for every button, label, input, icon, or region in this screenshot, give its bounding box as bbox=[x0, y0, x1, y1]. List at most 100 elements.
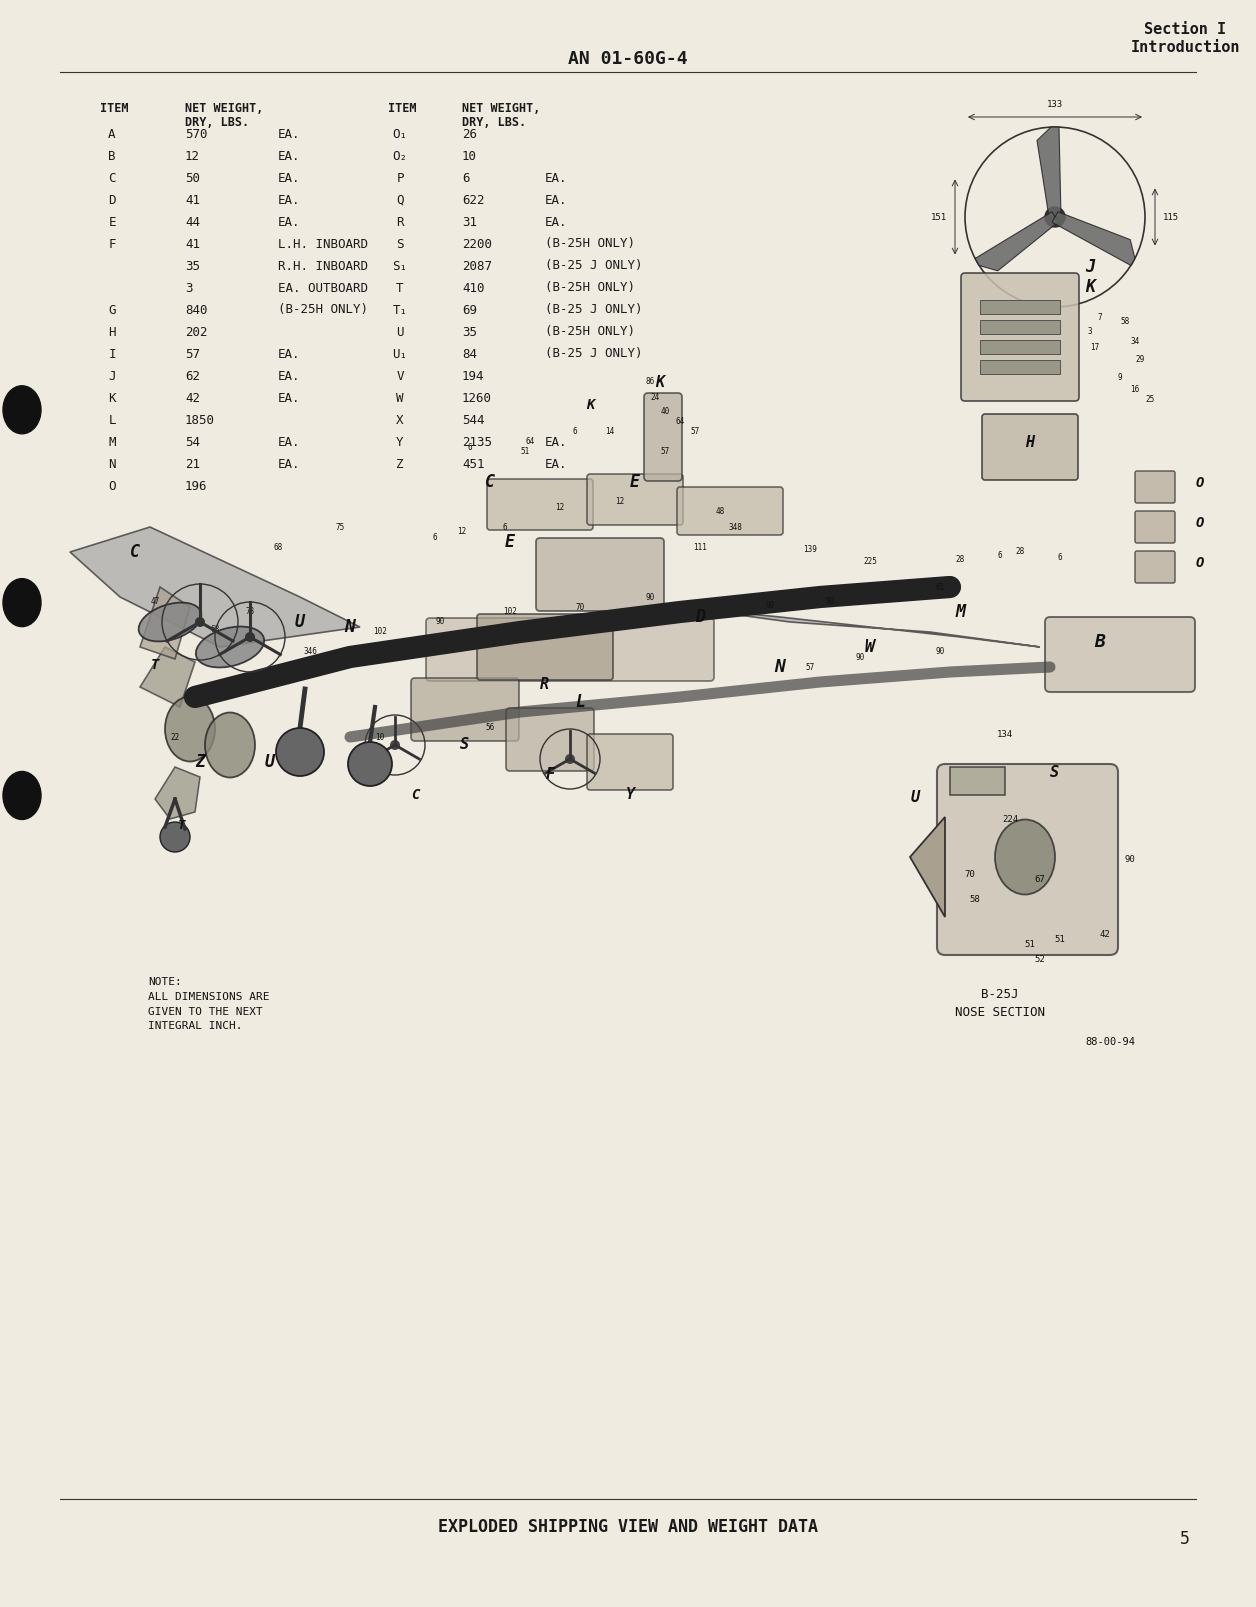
FancyBboxPatch shape bbox=[644, 394, 682, 480]
Text: 64: 64 bbox=[676, 418, 685, 426]
Text: 28: 28 bbox=[1015, 548, 1025, 556]
Text: O₁: O₁ bbox=[392, 127, 407, 140]
Text: E: E bbox=[505, 534, 515, 551]
Text: 70: 70 bbox=[965, 869, 976, 879]
FancyBboxPatch shape bbox=[1135, 551, 1176, 583]
Text: C: C bbox=[131, 543, 139, 561]
Text: F: F bbox=[545, 767, 555, 783]
Text: 2087: 2087 bbox=[462, 259, 492, 273]
Circle shape bbox=[1045, 207, 1065, 227]
Text: E: E bbox=[631, 472, 641, 492]
Text: (B-25 J ONLY): (B-25 J ONLY) bbox=[545, 304, 643, 317]
Text: R.H. INBOARD: R.H. INBOARD bbox=[278, 259, 368, 273]
Text: (B-25H ONLY): (B-25H ONLY) bbox=[278, 304, 368, 317]
Text: 6: 6 bbox=[467, 442, 472, 452]
Text: 348: 348 bbox=[728, 522, 742, 532]
Text: H: H bbox=[108, 326, 116, 339]
FancyBboxPatch shape bbox=[677, 487, 782, 535]
FancyBboxPatch shape bbox=[982, 415, 1078, 480]
Text: 224: 224 bbox=[1002, 815, 1019, 824]
Text: L: L bbox=[575, 693, 585, 710]
Text: 151: 151 bbox=[931, 212, 947, 222]
Text: 57: 57 bbox=[805, 662, 815, 672]
Text: 73: 73 bbox=[245, 607, 255, 617]
Text: 47: 47 bbox=[151, 598, 160, 606]
Text: 2135: 2135 bbox=[462, 435, 492, 448]
Text: 6: 6 bbox=[573, 427, 578, 437]
Text: V: V bbox=[396, 370, 403, 382]
Text: C: C bbox=[108, 172, 116, 185]
Text: A: A bbox=[108, 127, 116, 140]
Text: 90: 90 bbox=[646, 593, 654, 601]
Circle shape bbox=[160, 823, 190, 852]
Text: 12: 12 bbox=[615, 498, 624, 506]
Text: 90: 90 bbox=[1124, 855, 1135, 865]
Text: C: C bbox=[485, 472, 495, 492]
Text: 346: 346 bbox=[303, 648, 317, 657]
Text: EA.: EA. bbox=[278, 149, 300, 162]
Text: 41: 41 bbox=[185, 193, 200, 207]
Text: B: B bbox=[1094, 633, 1105, 651]
Ellipse shape bbox=[995, 820, 1055, 895]
Polygon shape bbox=[679, 607, 1040, 648]
Circle shape bbox=[565, 754, 575, 763]
Text: EA.: EA. bbox=[278, 347, 300, 360]
Text: 58: 58 bbox=[970, 895, 981, 905]
Text: 840: 840 bbox=[185, 304, 207, 317]
Text: G: G bbox=[108, 304, 116, 317]
Text: (B-25H ONLY): (B-25H ONLY) bbox=[545, 326, 636, 339]
Text: (B-25H ONLY): (B-25H ONLY) bbox=[545, 238, 636, 251]
Text: Introduction: Introduction bbox=[1130, 40, 1240, 55]
Text: 68: 68 bbox=[274, 543, 283, 551]
FancyBboxPatch shape bbox=[477, 614, 613, 680]
Text: 544: 544 bbox=[462, 413, 485, 426]
Text: N: N bbox=[775, 657, 785, 677]
Text: 2200: 2200 bbox=[462, 238, 492, 251]
Text: 51: 51 bbox=[520, 447, 530, 456]
FancyBboxPatch shape bbox=[506, 709, 594, 771]
Text: 35: 35 bbox=[462, 326, 477, 339]
FancyBboxPatch shape bbox=[1135, 471, 1176, 503]
Text: EA.: EA. bbox=[545, 172, 568, 185]
Text: U: U bbox=[265, 754, 275, 771]
Text: 12: 12 bbox=[457, 527, 467, 537]
Text: 14: 14 bbox=[605, 427, 614, 437]
Text: B: B bbox=[108, 149, 116, 162]
Text: 1850: 1850 bbox=[185, 413, 215, 426]
Text: 6: 6 bbox=[1058, 553, 1063, 561]
Text: NET WEIGHT,: NET WEIGHT, bbox=[462, 101, 540, 116]
Text: O: O bbox=[108, 479, 116, 492]
Text: P: P bbox=[396, 172, 403, 185]
Polygon shape bbox=[154, 767, 200, 820]
Text: 194: 194 bbox=[462, 370, 485, 382]
Text: D: D bbox=[695, 607, 705, 627]
Text: 68: 68 bbox=[210, 625, 220, 633]
FancyBboxPatch shape bbox=[937, 763, 1118, 955]
Text: R: R bbox=[396, 215, 403, 228]
Text: 98: 98 bbox=[765, 601, 775, 609]
Text: K: K bbox=[108, 392, 116, 405]
Text: 6: 6 bbox=[432, 532, 437, 542]
Text: 34: 34 bbox=[1130, 337, 1139, 347]
Text: 5: 5 bbox=[1179, 1530, 1189, 1548]
Text: T₁: T₁ bbox=[392, 304, 407, 317]
Bar bbox=[950, 767, 1005, 795]
Text: 40: 40 bbox=[661, 408, 669, 416]
Text: 64: 64 bbox=[525, 437, 535, 447]
Text: 51: 51 bbox=[1055, 935, 1065, 943]
Text: L.H. INBOARD: L.H. INBOARD bbox=[278, 238, 368, 251]
Text: N: N bbox=[344, 619, 355, 636]
Text: K: K bbox=[656, 374, 664, 391]
Bar bbox=[980, 320, 1060, 334]
FancyBboxPatch shape bbox=[487, 479, 593, 530]
Text: U: U bbox=[396, 326, 403, 339]
Text: 202: 202 bbox=[185, 326, 207, 339]
Text: 12: 12 bbox=[555, 503, 565, 511]
Text: 3: 3 bbox=[185, 281, 192, 294]
Text: 111: 111 bbox=[693, 543, 707, 551]
Circle shape bbox=[195, 617, 205, 627]
Text: 139: 139 bbox=[803, 545, 816, 553]
Text: 570: 570 bbox=[185, 127, 207, 140]
Text: 67: 67 bbox=[1035, 874, 1045, 884]
Text: EA.: EA. bbox=[278, 392, 300, 405]
